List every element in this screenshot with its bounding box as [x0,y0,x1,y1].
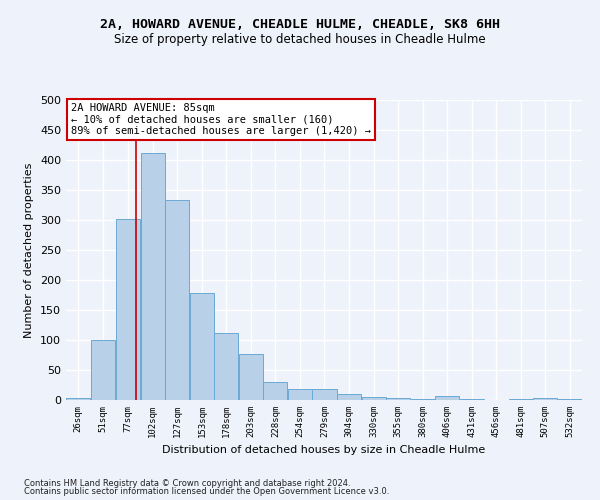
Bar [190,293,214,400]
Text: Size of property relative to detached houses in Cheadle Hulme: Size of property relative to detached ho… [114,32,486,46]
Bar [362,397,386,400]
Bar [141,153,165,400]
Bar [91,340,115,400]
Bar [166,200,190,400]
Bar [435,396,459,400]
Bar [509,399,533,400]
X-axis label: Distribution of detached houses by size in Cheadle Hulme: Distribution of detached houses by size … [163,446,485,456]
Bar [239,354,263,400]
Bar [313,389,337,400]
Text: Contains HM Land Registry data © Crown copyright and database right 2024.: Contains HM Land Registry data © Crown c… [24,478,350,488]
Bar [337,394,361,400]
Bar [288,389,312,400]
Bar [533,398,557,400]
Text: 2A, HOWARD AVENUE, CHEADLE HULME, CHEADLE, SK8 6HH: 2A, HOWARD AVENUE, CHEADLE HULME, CHEADL… [100,18,500,30]
Y-axis label: Number of detached properties: Number of detached properties [25,162,34,338]
Bar [386,398,410,400]
Bar [66,398,90,400]
Bar [263,382,287,400]
Bar [410,399,434,400]
Text: 2A HOWARD AVENUE: 85sqm
← 10% of detached houses are smaller (160)
89% of semi-d: 2A HOWARD AVENUE: 85sqm ← 10% of detache… [71,103,371,136]
Bar [116,219,140,400]
Bar [214,333,238,400]
Text: Contains public sector information licensed under the Open Government Licence v3: Contains public sector information licen… [24,487,389,496]
